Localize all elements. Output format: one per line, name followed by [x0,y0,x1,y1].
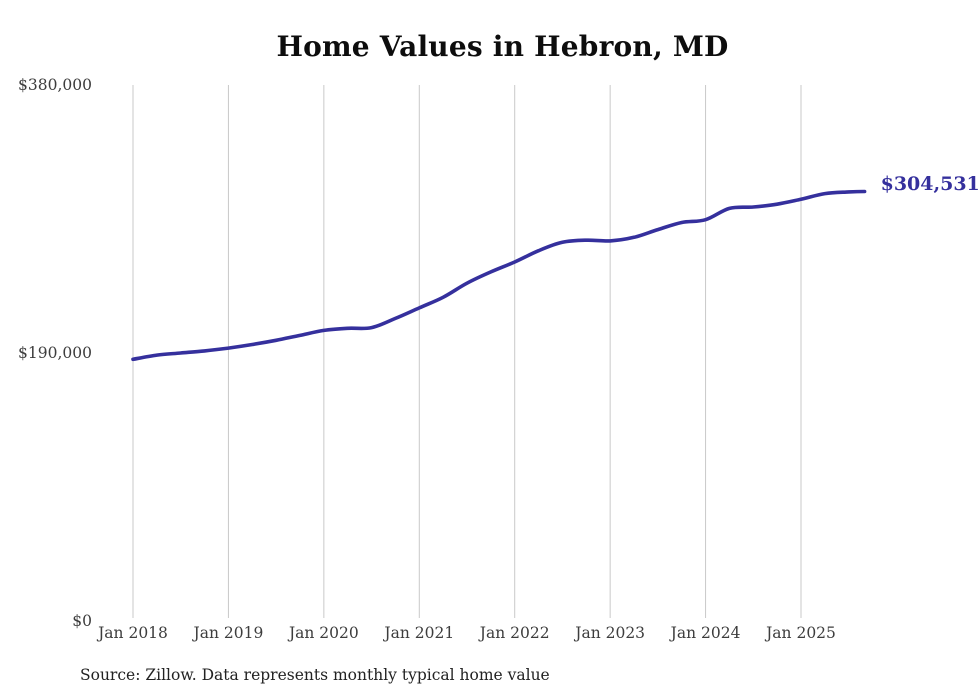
x-axis-tick-label: Jan 2023 [575,624,646,642]
y-axis-tick-label: $190,000 [18,344,92,362]
y-axis-tick-label: $380,000 [18,76,92,94]
x-axis-tick-label: Jan 2025 [766,624,836,642]
x-axis-tick-label: Jan 2024 [670,624,741,642]
home-value-line [131,189,867,362]
x-axis-tick-label: Jan 2022 [479,624,550,642]
x-axis-tick-label: Jan 2018 [98,624,168,642]
chart-title: Home Values in Hebron, MD [276,30,729,63]
latest-value-label: $304,531 [880,173,980,196]
x-axis-tick-label: Jan 2019 [193,624,264,642]
y-axis-tick-label: $0 [72,612,92,630]
x-axis-tick-label: Jan 2021 [384,624,455,642]
x-axis-tick-label: Jan 2020 [288,624,359,642]
source-note: Source: Zillow. Data represents monthly … [80,666,550,684]
